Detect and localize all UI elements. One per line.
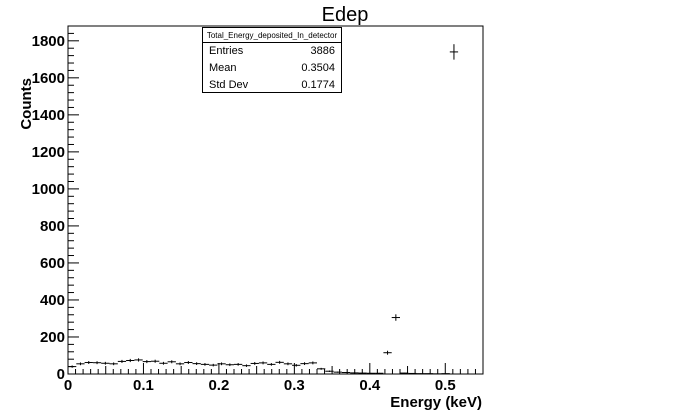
data-point (242, 364, 251, 367)
data-point (292, 364, 301, 367)
x-tick-label: 0.1 (133, 377, 154, 394)
data-point (167, 360, 176, 364)
data-point (325, 370, 334, 372)
data-point (68, 365, 77, 368)
data-point (225, 363, 234, 367)
data-point (400, 372, 409, 374)
y-axis-label: Counts (18, 78, 35, 130)
data-point (184, 361, 193, 364)
y-tick-label: 1200 (32, 144, 65, 161)
data-point (366, 372, 376, 374)
x-tick-label: 0.5 (435, 377, 456, 394)
y-tick-label: 200 (40, 329, 65, 346)
stats-value: 0.3504 (301, 62, 335, 74)
data-point (283, 362, 293, 366)
data-point (76, 362, 85, 366)
stats-histogram-name: Total_Energy_deposited_In_detector (203, 28, 341, 43)
stats-box: Total_Energy_deposited_In_detector Entri… (202, 27, 342, 93)
plot-border (67, 25, 484, 375)
data-point (391, 314, 400, 321)
plot-frame (67, 25, 484, 375)
y-tick-label: 1000 (32, 181, 65, 198)
data-point (341, 371, 351, 374)
data-point (416, 373, 425, 375)
x-tick-label: 0.2 (208, 377, 229, 394)
data-point (258, 361, 268, 365)
y-tick-label: 1800 (32, 33, 65, 50)
data-point (383, 350, 392, 355)
data-point (192, 362, 201, 366)
y-tick-label: 600 (40, 255, 65, 272)
stats-row-stddev: Std Dev 0.1774 (203, 77, 341, 94)
stats-row-mean: Mean 0.3504 (203, 60, 341, 77)
chart-title: Edep (321, 4, 369, 26)
data-point (175, 362, 185, 366)
x-axis-label: Energy (keV) (390, 394, 482, 411)
data-point (308, 361, 317, 365)
data-point (317, 367, 326, 370)
data-point (408, 372, 417, 374)
data-point (109, 362, 118, 366)
data-point (449, 44, 459, 60)
data-point (84, 361, 93, 364)
stats-value: 3886 (310, 45, 335, 57)
y-tick-label: 400 (40, 292, 65, 309)
data-point (126, 358, 135, 363)
stats-value: 0.1774 (301, 79, 335, 91)
data-points (68, 44, 459, 375)
data-point (275, 360, 284, 364)
y-tick-label: 1400 (32, 107, 65, 124)
data-point (209, 363, 218, 367)
data-point (92, 361, 102, 365)
data-point (101, 361, 110, 365)
data-point (151, 359, 160, 363)
data-point (333, 371, 342, 373)
x-axis: 0 0.1 0.2 0.3 0.4 0.5 (64, 363, 484, 394)
data-point (350, 372, 359, 374)
data-point (234, 363, 243, 366)
y-tick-label: 800 (40, 218, 65, 235)
x-tick-label: 0.3 (284, 377, 305, 394)
y-axis: 0 200 400 600 800 1000 1200 1400 1600 1800 (32, 33, 79, 383)
data-point (358, 372, 367, 374)
data-point (217, 362, 226, 366)
data-point (424, 373, 434, 375)
data-point (117, 359, 127, 363)
stats-label: Entries (209, 45, 244, 57)
y-tick-label: 0 (57, 366, 65, 383)
data-point (134, 358, 143, 362)
stats-label: Std Dev (209, 79, 249, 91)
data-point (267, 363, 276, 366)
data-point (200, 363, 210, 366)
x-tick-label: 0.4 (359, 377, 381, 394)
data-point (250, 362, 259, 365)
data-point (375, 372, 384, 374)
data-point (300, 362, 309, 366)
data-point (159, 361, 168, 365)
x-tick-label: 0 (64, 377, 72, 394)
data-point (142, 360, 151, 364)
stats-label: Mean (209, 62, 237, 74)
y-tick-label: 1600 (32, 70, 65, 87)
data-point (441, 373, 450, 375)
stats-row-entries: Entries 3886 (203, 43, 341, 60)
